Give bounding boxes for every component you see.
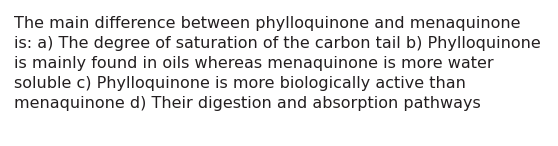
Text: The main difference between phylloquinone and menaquinone
is: a) The degree of s: The main difference between phylloquinon…: [14, 16, 541, 111]
